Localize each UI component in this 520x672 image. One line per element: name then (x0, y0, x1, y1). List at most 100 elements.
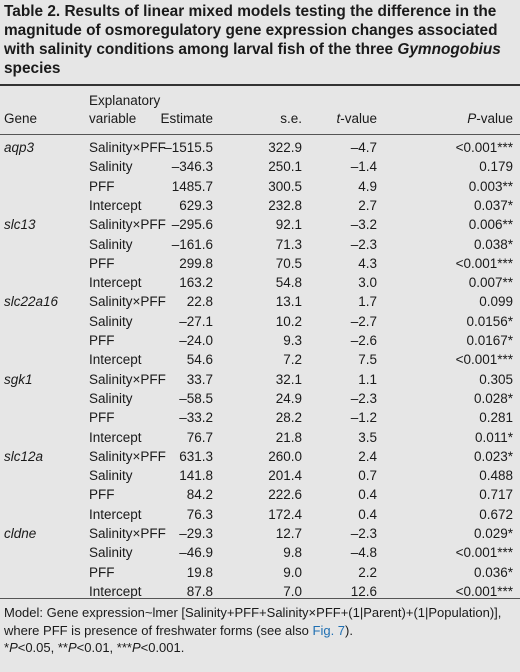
cell-t-value: 3.0 (358, 275, 377, 291)
cell-se: 250.1 (268, 159, 302, 175)
cell-t-value: 2.2 (358, 564, 377, 580)
cell-se: 28.2 (275, 410, 302, 426)
cell-t-value: –1.2 (350, 410, 377, 426)
cell-t-value: 12.6 (350, 583, 377, 599)
cell-t-value: 7.5 (358, 352, 377, 368)
cell-p-value: 0.003** (468, 178, 513, 194)
cell-p-value: 0.037* (473, 197, 513, 213)
table-row: aqp3 Salinity×PFF –1515.5 322.9 –4.7 <0.001**… (0, 138, 520, 157)
cell-gene: cldne (4, 526, 37, 541)
cell-t-value: 3.5 (358, 429, 377, 445)
table-row: PFF 1485.7 300.5 4.9 0.003** (0, 177, 520, 196)
cell-p-value: <0.001*** (455, 255, 513, 271)
cell-p-value: 0.488 (479, 468, 513, 484)
cell-estimate: 87.8 (186, 583, 213, 599)
cell-p-value: 0.672 (479, 506, 513, 522)
caption-genus: Gymnogobius (397, 41, 501, 58)
cell-t-value: –2.3 (350, 526, 377, 541)
cell-t-value: 4.9 (358, 178, 377, 194)
cell-estimate: 631.3 (179, 448, 213, 464)
cell-variable: Salinity×PFF (89, 526, 166, 541)
cell-t-value: –4.7 (350, 140, 377, 155)
table-row: Intercept 76.3 172.4 0.4 0.672 (0, 505, 520, 524)
header-t-value: t-value (336, 111, 377, 126)
cell-estimate: –346.3 (171, 159, 213, 175)
cell-se: 232.8 (268, 197, 302, 213)
cell-t-value: 2.7 (358, 197, 377, 213)
cell-t-value: 4.3 (358, 255, 377, 271)
cell-gene: sgk1 (4, 371, 33, 387)
table-row: PFF –24.0 9.3 –2.6 0.0167* (0, 331, 520, 350)
cell-estimate: 299.8 (179, 255, 213, 271)
cell-variable: Salinity (89, 313, 133, 329)
cell-estimate: –29.3 (179, 526, 213, 541)
cell-se: 7.0 (283, 583, 302, 599)
cell-se: 70.5 (275, 255, 302, 271)
cell-estimate: –24.0 (179, 333, 213, 348)
cell-p-value: 0.007** (468, 275, 513, 291)
header-variable-line1: Explanatory (89, 93, 161, 108)
cell-se: 13.1 (275, 294, 302, 310)
cell-se: 10.2 (275, 313, 302, 329)
cell-variable: Intercept (89, 506, 142, 522)
cell-variable: PFF (89, 564, 115, 580)
table-row: PFF 84.2 222.6 0.4 0.717 (0, 485, 520, 504)
cell-p-value: 0.036* (473, 564, 513, 580)
cell-estimate: –1515.5 (164, 140, 213, 155)
cell-se: 21.8 (275, 429, 302, 445)
cell-estimate: 629.3 (179, 197, 213, 213)
cell-estimate: –46.9 (179, 545, 213, 561)
header-gene: Gene (4, 111, 38, 126)
table-row: Intercept 163.2 54.8 3.0 0.007** (0, 273, 520, 292)
cell-variable: Intercept (89, 275, 142, 291)
footnote-significance: *P<0.05, **P<0.01, ***P<0.001. (4, 640, 185, 655)
table-row: Intercept 54.6 7.2 7.5 <0.001*** (0, 350, 520, 369)
cell-variable: Salinity×PFF (89, 140, 166, 155)
cell-se: 172.4 (268, 506, 302, 522)
cell-se: 12.7 (275, 526, 302, 541)
cell-p-value: 0.028* (473, 390, 513, 406)
header-se: s.e. (280, 111, 302, 126)
cell-se: 9.0 (283, 564, 302, 580)
cell-t-value: –4.8 (350, 545, 377, 561)
table-header: Gene Explanatory variable Estimate s.e. … (0, 90, 520, 130)
cell-p-value: 0.006** (468, 217, 513, 233)
cell-p-value: 0.281 (479, 410, 513, 426)
cell-se: 9.8 (283, 545, 302, 561)
header-p-value: P-value (467, 111, 513, 126)
table-row: Salinity –161.6 71.3 –2.3 0.038* (0, 235, 520, 254)
figure-link[interactable]: Fig. 7 (312, 622, 346, 638)
table-row: Intercept 629.3 232.8 2.7 0.037* (0, 196, 520, 215)
cell-t-value: 2.4 (358, 448, 377, 464)
cell-variable: PFF (89, 333, 115, 348)
cell-p-value: 0.029* (473, 526, 513, 541)
cell-estimate: 163.2 (179, 275, 213, 291)
cell-estimate: 33.7 (186, 371, 213, 387)
cell-t-value: 1.1 (358, 371, 377, 387)
cell-variable: Salinity (89, 159, 133, 175)
header-variable-line2: variable (89, 111, 137, 126)
table-row: Salinity –27.1 10.2 –2.7 0.0156* (0, 312, 520, 331)
cell-variable: Intercept (89, 429, 142, 445)
cell-p-value: 0.023* (473, 448, 513, 464)
cell-estimate: –161.6 (171, 236, 213, 252)
cell-se: 24.9 (275, 390, 302, 406)
cell-estimate: 76.7 (186, 429, 213, 445)
cell-t-value: 0.4 (358, 487, 377, 503)
cell-gene: slc13 (4, 217, 36, 233)
cell-p-value: 0.0167* (466, 333, 513, 348)
cell-se: 222.6 (268, 487, 302, 503)
cell-variable: Salinity×PFF (89, 448, 166, 464)
table-row: cldne Salinity×PFF –29.3 12.7 –2.3 0.029* (0, 524, 520, 543)
cell-estimate: –33.2 (179, 410, 213, 426)
table-row: Salinity –346.3 250.1 –1.4 0.179 (0, 157, 520, 176)
cell-t-value: –1.4 (350, 159, 377, 175)
cell-se: 7.2 (283, 352, 302, 368)
cell-t-value: 0.7 (358, 468, 377, 484)
cell-gene: slc22a16 (4, 294, 59, 310)
table-row: PFF 299.8 70.5 4.3 <0.001*** (0, 254, 520, 273)
cell-estimate: 22.8 (186, 294, 213, 310)
cell-variable: Salinity (89, 236, 133, 252)
cell-estimate: 54.6 (186, 352, 213, 368)
cell-t-value: –3.2 (350, 217, 377, 233)
